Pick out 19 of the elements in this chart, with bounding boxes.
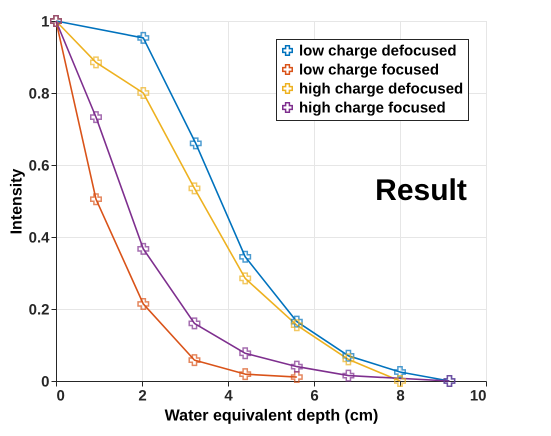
y-tick-label: 0.6 <box>28 158 50 174</box>
legend-label: low charge focused <box>299 62 440 78</box>
x-tick-label: 0 <box>56 388 65 404</box>
x-tick-label: 8 <box>396 388 405 404</box>
y-tick-label: 1 <box>41 14 50 30</box>
legend-label: low charge defocused <box>299 42 457 60</box>
y-axis-title: Intensity <box>8 168 26 234</box>
x-tick-label: 4 <box>224 388 234 404</box>
annotation: Result <box>375 174 467 207</box>
y-tick-label: 0.2 <box>28 302 50 318</box>
x-tick-label: 6 <box>310 388 319 404</box>
y-tick-label: 0.4 <box>28 230 50 246</box>
y-tick-label: 0 <box>41 374 50 390</box>
legend-label: high charge focused <box>299 100 446 116</box>
y-tick-label: 0.8 <box>28 86 50 102</box>
x-axis-title: Water equivalent depth (cm) <box>164 408 378 424</box>
legend-label: high charge defocused <box>299 80 464 98</box>
x-tick-label: 10 <box>470 388 486 404</box>
x-tick-label: 2 <box>138 388 147 404</box>
